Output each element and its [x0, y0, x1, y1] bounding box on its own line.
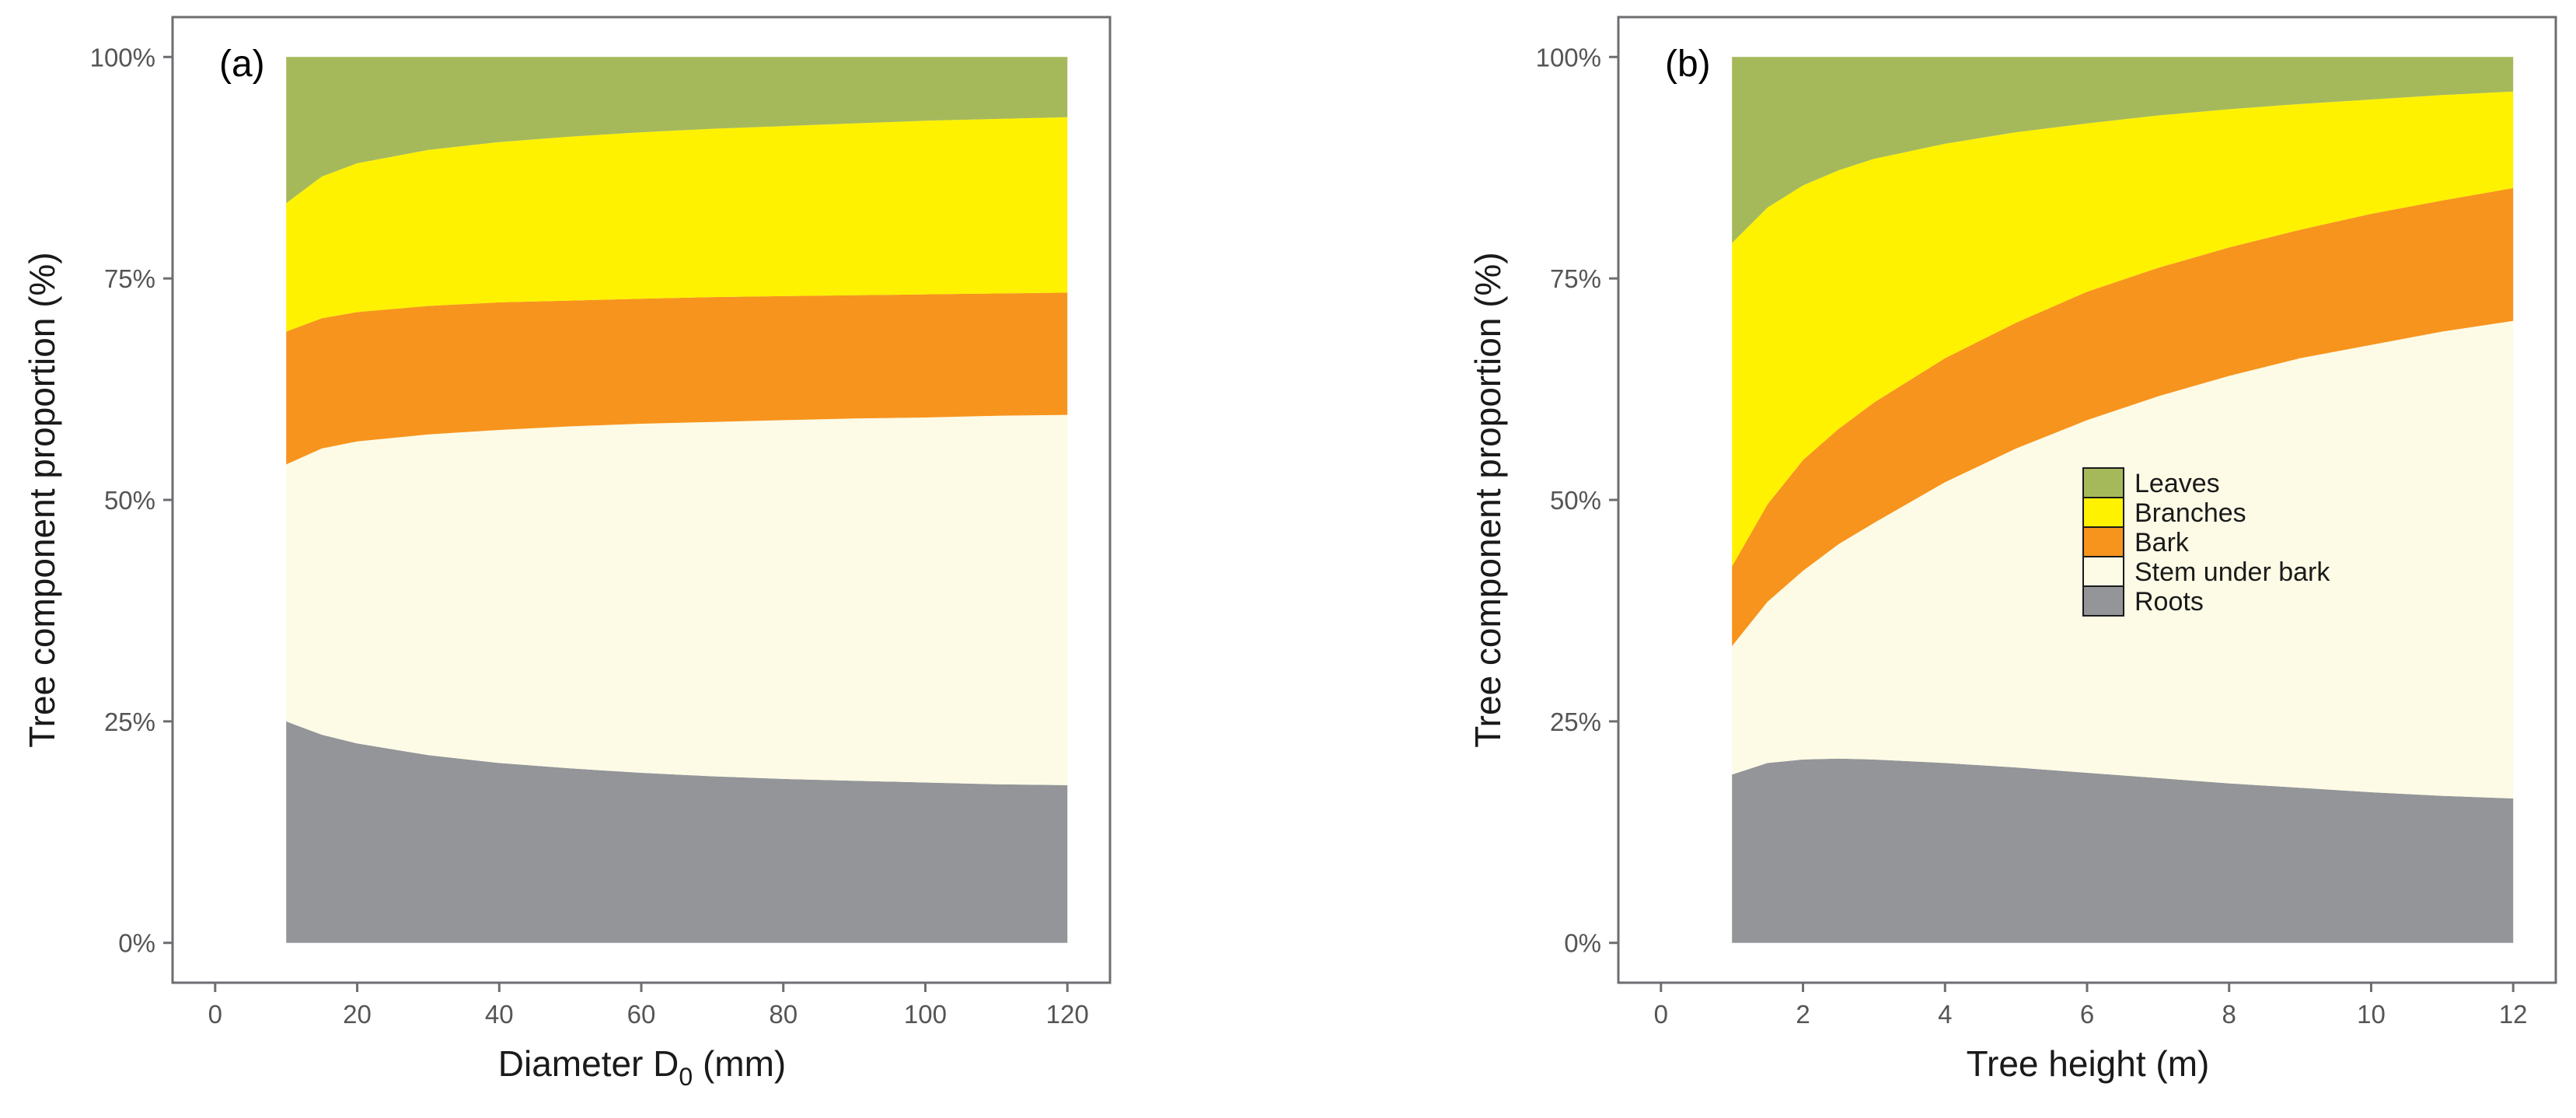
- panel-b-x-axis: 0 2 4 6 8 10 12: [1654, 983, 2528, 1029]
- panel-b-xtick-label: 12: [2499, 1000, 2528, 1029]
- panel-b-ytick-label: 0%: [1564, 929, 1601, 958]
- legend-swatch-leaves: [2082, 467, 2124, 498]
- panel-a-area-leaves: [286, 57, 1068, 204]
- panel-b-xtick-label: 6: [2080, 1000, 2094, 1029]
- panel-a-xlabel-subscript: 0: [679, 1063, 693, 1091]
- panel-a-xtick-label: 100: [904, 1000, 947, 1029]
- panel-a-area-roots: [286, 721, 1068, 943]
- panel-a-area-stem-under-bark: [286, 414, 1068, 785]
- panel-a-xtick-label: 20: [343, 1000, 372, 1029]
- legend-swatch-stem-under-bark: [2082, 556, 2124, 587]
- panel-b-xtick-label: 8: [2222, 1000, 2236, 1029]
- panel-b-xtick-label: 4: [1938, 1000, 1952, 1029]
- panel-a-y-axis-title: Tree component proportion (%): [22, 252, 62, 748]
- panel-b-xtick-label: 10: [2357, 1000, 2386, 1029]
- panel-a-ytick-label: 100%: [90, 43, 155, 72]
- panel-a-x-axis-title: Diameter D0 (mm): [498, 1043, 786, 1091]
- panel-a-ytick-label: 75%: [104, 264, 155, 293]
- legend-label-branches: Branches: [2134, 498, 2246, 528]
- panel-b: 0% 25% 50% 75% 100% 0 2 4 6 8 10 12 (b) Tree compo…: [1468, 16, 2557, 1084]
- panel-a-xtick-label: 120: [1046, 1000, 1089, 1029]
- legend-swatch-branches: [2082, 497, 2124, 528]
- legend-label-leaves: Leaves: [2134, 469, 2220, 498]
- panel-b-area-roots: [1732, 758, 2514, 943]
- panel-b-label: (b): [1665, 44, 1711, 85]
- panel-a-xtick-label: 60: [627, 1000, 656, 1029]
- legend-label-stem-under-bark: Stem under bark: [2134, 557, 2330, 587]
- panel-b-area-bark: [1732, 187, 2514, 646]
- legend-label-bark: Bark: [2134, 528, 2190, 557]
- panel-b-ytick-label: 100%: [1536, 43, 1601, 72]
- panel-b-ytick-label: 25%: [1550, 707, 1601, 736]
- panel-a-xtick-label: 40: [485, 1000, 514, 1029]
- panel-a-ytick-label: 0%: [118, 929, 155, 958]
- panel-b-xtick-label: 2: [1796, 1000, 1810, 1029]
- panel-a-xlabel-unit: (mm): [693, 1043, 786, 1084]
- panel-a-areas: [286, 57, 1068, 943]
- panel-b-area-leaves: [1732, 57, 2514, 243]
- panel-a-area-branches: [286, 117, 1068, 332]
- panel-a-xtick-label: 0: [208, 1000, 222, 1029]
- panel-b-y-axis: 0% 25% 50% 75% 100%: [1536, 43, 1618, 958]
- panel-a-x-axis: 0 20 40 60 80 100 120: [208, 983, 1089, 1029]
- panel-b-x-axis-title: Tree height (m): [1967, 1043, 2210, 1084]
- legend-label-roots: Roots: [2134, 587, 2204, 617]
- panel-a-xlabel-main: Diameter D: [498, 1043, 679, 1084]
- panel-b-area-branches: [1732, 91, 2514, 567]
- panel-a-label: (a): [219, 44, 265, 85]
- legend-swatch-roots: [2082, 585, 2124, 617]
- panel-a-ytick-label: 25%: [104, 707, 155, 736]
- panel-b-xtick-label: 0: [1654, 1000, 1668, 1029]
- panel-a-y-axis: 0% 25% 50% 75% 100%: [90, 43, 173, 958]
- panel-b-y-axis-title: Tree component proportion (%): [1468, 252, 1508, 748]
- panel-a: 0% 25% 50% 75% 100% 0 20 40 60 80 100 120 (a) Tree…: [22, 16, 1112, 1091]
- panel-a-area-bark: [286, 292, 1068, 465]
- panel-a-ytick-label: 50%: [104, 486, 155, 515]
- panel-b-ytick-label: 50%: [1550, 486, 1601, 515]
- panel-b-ytick-label: 75%: [1550, 264, 1601, 293]
- legend-swatch-bark: [2082, 526, 2124, 557]
- panel-a-xtick-label: 80: [769, 1000, 798, 1029]
